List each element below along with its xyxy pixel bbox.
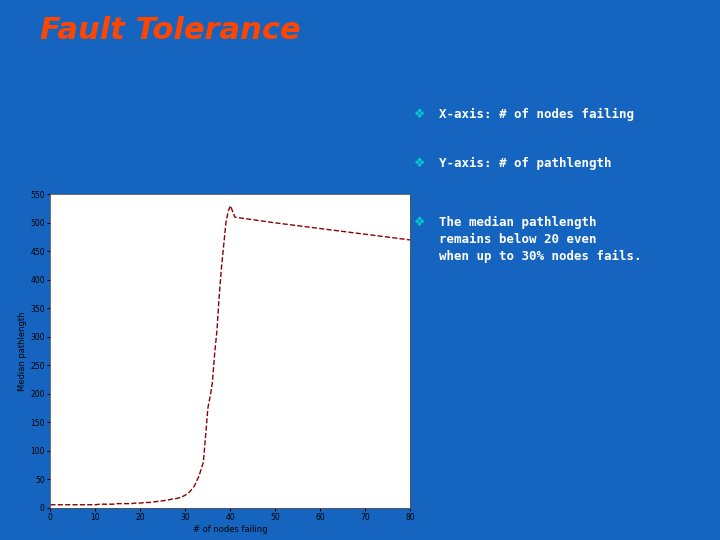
Text: ❖: ❖: [414, 108, 426, 121]
Text: ❖: ❖: [414, 216, 426, 229]
Text: X-axis: # of nodes failing: X-axis: # of nodes failing: [439, 108, 634, 121]
Text: Y-axis: # of pathlength: Y-axis: # of pathlength: [439, 157, 612, 170]
Text: Fault Tolerance: Fault Tolerance: [40, 16, 300, 45]
X-axis label: # of nodes failing: # of nodes failing: [193, 525, 268, 534]
Text: ❖: ❖: [414, 157, 426, 170]
Text: The median pathlength
remains below 20 even
when up to 30% nodes fails.: The median pathlength remains below 20 e…: [439, 216, 642, 263]
Y-axis label: Median pathlength: Median pathlength: [19, 311, 27, 391]
